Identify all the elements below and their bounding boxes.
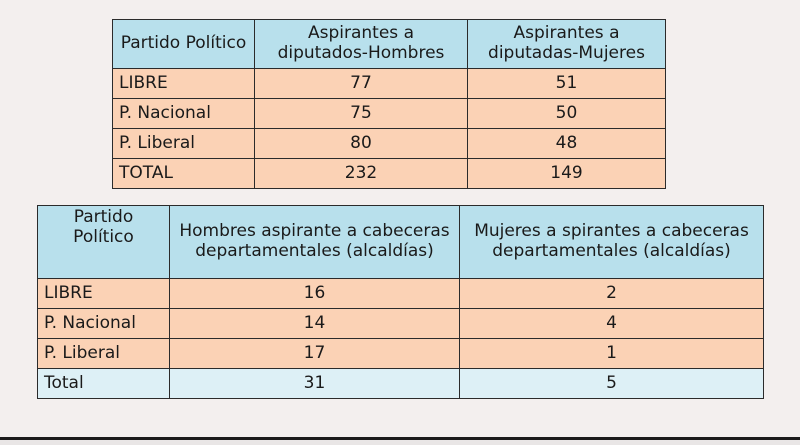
candidates-mayors-table: Partido Político Hombres aspirante a cab… — [37, 205, 764, 399]
table-total-row: Total 31 5 — [37, 368, 764, 399]
party-cell: LIBRE — [37, 278, 170, 309]
header-women-mayors: Mujeres a spirantes a cabeceras departam… — [459, 205, 764, 279]
header-women-deputies: Aspirantes a diputadas-Mujeres — [467, 19, 666, 69]
table-row: P. Liberal 17 1 — [37, 338, 764, 369]
men-total-cell: 232 — [254, 158, 468, 189]
women-count-cell: 51 — [467, 68, 666, 99]
candidates-deputies-table: Partido Político Aspirantes a diputados-… — [112, 19, 666, 189]
table-row: P. Nacional 14 4 — [37, 308, 764, 339]
party-cell: P. Liberal — [112, 128, 255, 159]
header-men-deputies: Aspirantes a diputados-Hombres — [254, 19, 468, 69]
header-men-mayors: Hombres aspirante a cabeceras departamen… — [169, 205, 460, 279]
men-count-cell: 75 — [254, 98, 468, 129]
total-label-cell: TOTAL — [112, 158, 255, 189]
table-row: LIBRE 77 51 — [112, 68, 666, 99]
women-count-cell: 2 — [459, 278, 764, 309]
party-cell: P. Liberal — [37, 338, 170, 369]
party-cell: P. Nacional — [112, 98, 255, 129]
bottom-divider — [0, 437, 800, 440]
women-count-cell: 1 — [459, 338, 764, 369]
men-count-cell: 77 — [254, 68, 468, 99]
table-header-row: Partido Político Aspirantes a diputados-… — [112, 19, 666, 69]
party-cell: LIBRE — [112, 68, 255, 99]
table-header-row: Partido Político Hombres aspirante a cab… — [37, 205, 764, 279]
women-count-cell: 48 — [467, 128, 666, 159]
party-cell: P. Nacional — [37, 308, 170, 339]
bottom-strip — [0, 440, 800, 445]
men-count-cell: 16 — [169, 278, 460, 309]
table-row: P. Nacional 75 50 — [112, 98, 666, 129]
men-count-cell: 14 — [169, 308, 460, 339]
men-total-cell: 31 — [169, 368, 460, 399]
women-count-cell: 50 — [467, 98, 666, 129]
women-total-cell: 5 — [459, 368, 764, 399]
women-total-cell: 149 — [467, 158, 666, 189]
table-row: LIBRE 16 2 — [37, 278, 764, 309]
men-count-cell: 80 — [254, 128, 468, 159]
men-count-cell: 17 — [169, 338, 460, 369]
header-party: Partido Político — [37, 205, 170, 279]
table-total-row: TOTAL 232 149 — [112, 158, 666, 189]
table-row: P. Liberal 80 48 — [112, 128, 666, 159]
women-count-cell: 4 — [459, 308, 764, 339]
header-party: Partido Político — [112, 19, 255, 69]
total-label-cell: Total — [37, 368, 170, 399]
